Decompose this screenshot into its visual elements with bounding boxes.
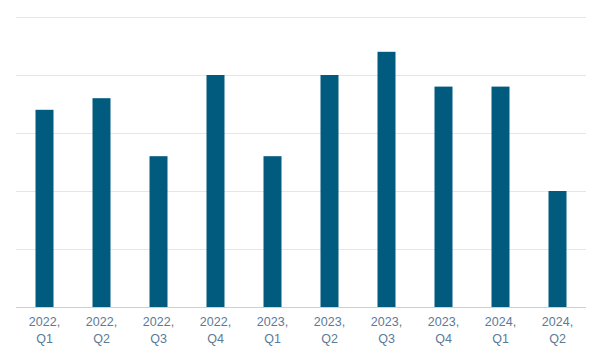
bar xyxy=(435,87,453,307)
bar xyxy=(549,191,567,307)
bar xyxy=(321,75,339,307)
bar xyxy=(264,156,282,307)
x-tick-label: 2023,Q4 xyxy=(428,315,459,346)
bar xyxy=(93,98,111,307)
bar xyxy=(378,52,396,307)
x-axis-labels: 2022,Q1 2022,Q2 2022,Q3 2022,Q4 2023,Q1 2023,… xyxy=(29,315,573,346)
grid-line xyxy=(16,17,586,18)
x-tick-label: 2024,Q1 xyxy=(485,315,516,346)
bar xyxy=(492,87,510,307)
bars xyxy=(36,52,567,307)
grid-line xyxy=(16,307,586,308)
x-tick-label: 2023,Q1 xyxy=(257,315,288,346)
x-tick-label: 2022,Q3 xyxy=(143,315,174,346)
x-tick-label: 2024,Q2 xyxy=(542,315,573,346)
chart-container: 2022,Q1 2022,Q2 2022,Q3 2022,Q4 2023,Q1 2023,… xyxy=(0,0,600,363)
x-tick-label: 2022,Q4 xyxy=(200,315,231,346)
x-tick-label: 2022,Q1 xyxy=(29,315,60,346)
x-tick-label: 2022,Q2 xyxy=(86,315,117,346)
bar xyxy=(150,156,168,307)
chart: 2022,Q1 2022,Q2 2022,Q3 2022,Q4 2023,Q1 2023,… xyxy=(0,0,600,363)
bar xyxy=(36,110,54,307)
x-tick-label: 2023,Q3 xyxy=(371,315,402,346)
bar xyxy=(207,75,225,307)
grid-line xyxy=(16,75,586,76)
grid xyxy=(16,18,586,308)
x-tick-label: 2023,Q2 xyxy=(314,315,345,346)
